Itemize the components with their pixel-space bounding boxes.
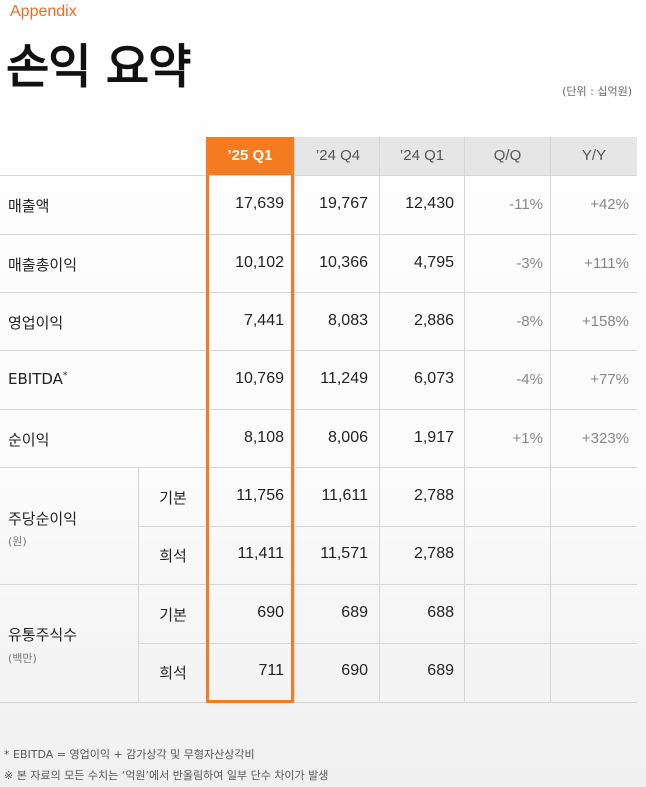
row-divider	[0, 175, 637, 176]
cell-revenue-24q4: 19,767	[319, 195, 368, 212]
cell-eps-basic-24q4: 11,611	[321, 487, 368, 504]
unit-note: (단위 : 십억원)	[562, 85, 632, 98]
col-header-yy: Y/Y	[581, 147, 607, 164]
cell-operating-income-qq: -8%	[516, 313, 543, 330]
cell-operating-income-25q1: 7,441	[243, 312, 284, 329]
cell-ebitda-25q1: 10,769	[235, 370, 284, 387]
cell-ebitda-yy: +77%	[590, 371, 629, 388]
cell-ebitda-qq: -4%	[516, 371, 543, 388]
row-divider	[138, 526, 637, 527]
eps-basic-label: 기본	[159, 489, 187, 507]
cell-shares-basic-24q4: 689	[341, 604, 368, 621]
col-divider	[294, 137, 295, 702]
row-divider	[0, 350, 637, 351]
row-label-revenue: 매출액	[8, 197, 50, 215]
shares-diluted-label: 희석	[159, 664, 187, 682]
cell-operating-income-24q4: 8,083	[327, 312, 368, 329]
cell-operating-income-yy: +158%	[581, 313, 629, 330]
cell-shares-diluted-24q4: 690	[341, 662, 368, 679]
footnote-ebitda: * EBITDA = 영업이익 + 감가상각 및 무형자산상각비	[4, 748, 255, 761]
cell-net-income-24q4: 8,006	[327, 429, 368, 446]
col-divider	[138, 467, 139, 702]
cell-gross-profit-24q1: 4,795	[413, 254, 454, 271]
section-tag: Appendix	[10, 3, 77, 20]
row-divider	[0, 467, 637, 468]
cell-gross-profit-25q1: 10,102	[235, 254, 284, 271]
row-label-operating-income: 영업이익	[8, 314, 64, 332]
cell-ebitda-24q4: 11,249	[320, 370, 368, 387]
row-divider	[0, 234, 637, 235]
footnote-rounding: ※ 본 자료의 모든 수치는 ‘억원’에서 반올림하여 일부 단수 차이가 발생	[4, 769, 329, 782]
row-label-ebitda: EBITDA*	[8, 370, 68, 388]
cell-eps-diluted-24q1: 2,788	[413, 545, 454, 562]
cell-operating-income-24q1: 2,886	[413, 312, 454, 329]
eps-unit: (원)	[8, 535, 27, 548]
col-header-24q4: ’24 Q4	[315, 147, 361, 164]
cell-revenue-yy: +42%	[590, 196, 629, 213]
col-divider	[464, 137, 465, 702]
row-divider	[138, 643, 637, 644]
row-divider	[0, 409, 637, 410]
row-divider	[0, 584, 637, 585]
row-divider	[0, 702, 637, 703]
footnote-marker: *	[62, 371, 68, 381]
cell-gross-profit-qq: -3%	[516, 255, 543, 272]
cell-net-income-25q1: 8,108	[243, 429, 284, 446]
col-header-24q1: ’24 Q1	[399, 147, 445, 164]
row-divider	[0, 292, 637, 293]
col-divider	[379, 137, 380, 702]
col-header-25q1: ’25 Q1	[208, 137, 292, 175]
row-label-shares: 유통주식수	[8, 626, 78, 644]
cell-net-income-qq: +1%	[512, 430, 543, 447]
cell-eps-basic-24q1: 2,788	[413, 487, 454, 504]
shares-basic-label: 기본	[159, 606, 187, 624]
cell-gross-profit-yy: +111%	[584, 255, 629, 272]
cell-eps-diluted-25q1: 11,411	[237, 545, 284, 562]
row-label-net-income: 순이익	[8, 431, 50, 449]
cell-net-income-24q1: 1,917	[413, 429, 454, 446]
col-header-qq: Q/Q	[493, 147, 522, 164]
cell-revenue-qq: -11%	[509, 196, 543, 213]
page-title: 손익 요약	[6, 40, 191, 95]
cell-revenue-25q1: 17,639	[235, 195, 284, 212]
cell-eps-basic-25q1: 11,756	[236, 487, 284, 504]
row-label-gross-profit: 매출총이익	[8, 256, 78, 274]
col-divider	[550, 137, 551, 702]
cell-shares-basic-24q1: 688	[427, 604, 454, 621]
cell-shares-basic-25q1: 690	[257, 604, 284, 621]
cell-net-income-yy: +323%	[581, 430, 629, 447]
row-label-eps: 주당순이익	[8, 510, 78, 528]
eps-diluted-label: 희석	[159, 547, 187, 565]
cell-gross-profit-24q4: 10,366	[319, 254, 368, 271]
shares-unit: (백만)	[8, 652, 37, 665]
cell-eps-diluted-24q4: 11,571	[320, 545, 368, 562]
cell-revenue-24q1: 12,430	[405, 195, 454, 212]
cell-ebitda-24q1: 6,073	[413, 370, 454, 387]
cell-shares-diluted-24q1: 689	[427, 662, 454, 679]
cell-shares-diluted-25q1: 711	[258, 662, 284, 679]
